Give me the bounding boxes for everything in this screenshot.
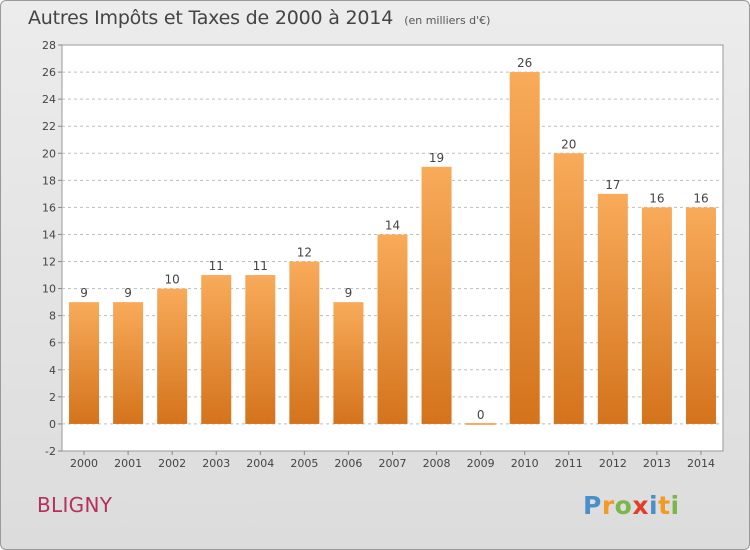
bar-2012	[597, 193, 628, 424]
y-tick-label: -2	[45, 445, 56, 458]
y-tick-label: 4	[49, 364, 56, 377]
data-label: 9	[345, 286, 353, 300]
bar-2011	[553, 153, 584, 424]
chart-subtitle: (en milliers d'€)	[404, 14, 491, 27]
x-tick-label: 2005	[290, 457, 318, 470]
x-tick-label: 2012	[599, 457, 627, 470]
data-label: 9	[80, 286, 88, 300]
bar-2003	[201, 275, 232, 424]
chart-title-block: Autres Impôts et Taxes de 2000 à 2014 (e…	[28, 7, 490, 29]
bar-2001	[113, 302, 144, 424]
y-tick-label: 28	[42, 39, 56, 52]
y-tick-label: 12	[42, 256, 56, 269]
x-tick-label: 2004	[246, 457, 274, 470]
bar-2005	[289, 261, 320, 424]
bar-2006	[333, 302, 364, 424]
y-tick-label: 16	[42, 201, 56, 214]
bar-2002	[157, 288, 188, 424]
x-tick-label: 2010	[511, 457, 539, 470]
data-label: 0	[477, 408, 485, 422]
y-tick-label: 20	[42, 147, 56, 160]
data-label: 26	[517, 56, 532, 70]
data-label: 11	[253, 259, 268, 273]
y-tick-label: 24	[42, 93, 56, 106]
y-tick-label: 26	[42, 66, 56, 79]
proxiti-logo[interactable]: Proxiti	[583, 491, 680, 520]
bar-2007	[377, 234, 408, 424]
data-label: 10	[165, 273, 180, 287]
x-tick-label: 2008	[423, 457, 451, 470]
data-label: 17	[605, 178, 620, 192]
x-tick-label: 2013	[643, 457, 671, 470]
x-axis-ticks: 2000 2001 2002 2003 2004 2005 2006 2007 2008 2009…	[70, 451, 715, 470]
data-label: 16	[693, 191, 708, 205]
x-tick-label: 2009	[467, 457, 495, 470]
data-label: 12	[297, 246, 312, 260]
bar-2008	[421, 166, 452, 424]
data-label: 16	[649, 191, 664, 205]
bar-2000	[69, 302, 100, 424]
data-label: 20	[561, 137, 576, 151]
y-tick-label: 18	[42, 174, 56, 187]
commune-name: BLIGNY	[37, 493, 113, 517]
data-label: 14	[385, 218, 400, 232]
data-label: 11	[209, 259, 224, 273]
data-labels: 9 9 10 11 11 12 9 14 19 0 26 20 17 16 16	[80, 56, 708, 422]
x-tick-label: 2007	[379, 457, 407, 470]
x-tick-label: 2006	[334, 457, 362, 470]
bar-2004	[245, 275, 276, 424]
data-label: 19	[429, 151, 444, 165]
x-tick-label: 2002	[158, 457, 186, 470]
bar-2010	[509, 72, 540, 424]
y-tick-label: 10	[42, 283, 56, 296]
bar-2009	[465, 422, 496, 425]
chart-title: Autres Impôts et Taxes de 2000 à 2014	[28, 7, 394, 29]
bar-2014	[685, 207, 716, 424]
y-tick-label: 6	[49, 337, 56, 350]
y-tick-label: 22	[42, 120, 56, 133]
x-tick-label: 2003	[202, 457, 230, 470]
y-tick-label: 0	[49, 418, 56, 431]
x-tick-label: 2014	[687, 457, 715, 470]
x-tick-label: 2011	[555, 457, 583, 470]
bars	[69, 72, 716, 425]
y-tick-label: 8	[49, 310, 56, 323]
bar-2013	[641, 207, 672, 424]
x-tick-label: 2000	[70, 457, 98, 470]
x-tick-label: 2001	[114, 457, 142, 470]
data-label: 9	[124, 286, 132, 300]
y-tick-label: 14	[42, 228, 56, 241]
y-tick-label: 2	[49, 391, 56, 404]
